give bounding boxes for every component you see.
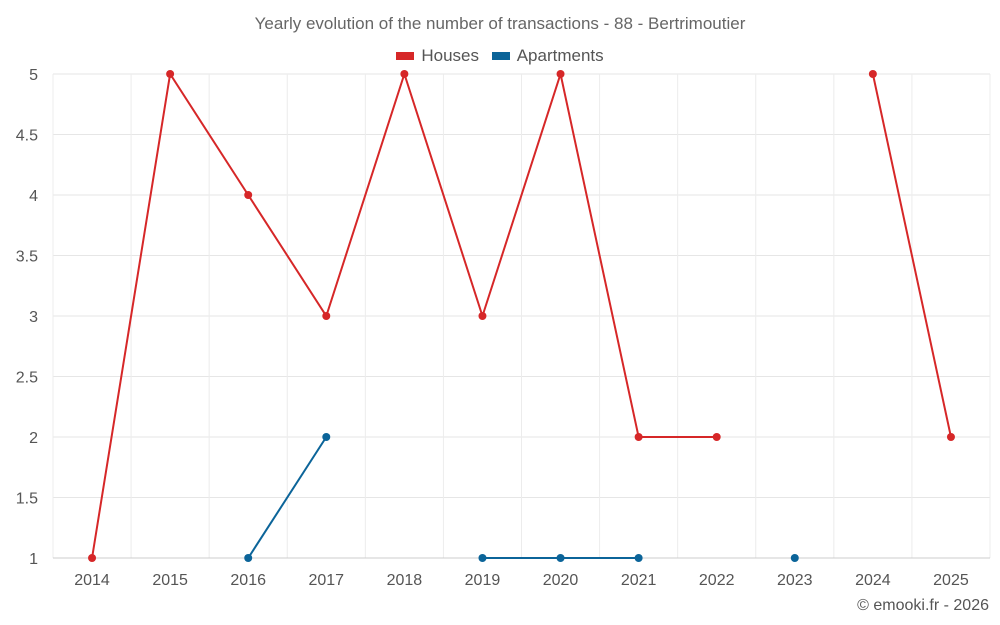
y-tick-label: 1.5 — [16, 491, 38, 508]
data-point-houses — [868, 70, 877, 78]
y-tick-label: 1 — [29, 551, 38, 568]
data-point-houses — [946, 433, 955, 441]
data-point-houses — [400, 70, 409, 78]
data-point-houses — [166, 70, 175, 78]
x-tick-label: 2016 — [230, 572, 266, 589]
x-tick-label: 2021 — [621, 572, 657, 589]
x-tick-label: 2018 — [387, 572, 423, 589]
y-tick-label: 2.5 — [16, 370, 38, 387]
data-point-apartments — [244, 554, 253, 562]
legend-swatch-apartments — [491, 52, 510, 60]
data-point-houses — [712, 433, 721, 441]
legend-label-apartments: Apartments — [516, 46, 604, 65]
y-tick-label: 3 — [29, 309, 38, 326]
chart-title: Yearly evolution of the number of transa… — [254, 14, 746, 33]
x-tick-label: 2014 — [74, 572, 110, 589]
data-point-houses — [634, 433, 643, 441]
legend: Houses Apartments — [0, 45, 1000, 66]
y-tick-label: 4 — [29, 188, 38, 205]
credit-text: © emooki.fr - 2026 — [857, 597, 989, 614]
y-tick-label: 4.5 — [16, 128, 38, 145]
series-line-houses — [871, 73, 952, 438]
data-point-houses — [322, 312, 331, 320]
data-point-apartments — [478, 554, 487, 562]
legend-item-houses[interactable]: Houses — [396, 46, 479, 66]
x-tick-label: 2020 — [543, 572, 579, 589]
x-tick-label: 2023 — [777, 572, 813, 589]
data-point-houses — [244, 191, 253, 199]
data-point-houses — [556, 70, 565, 78]
data-point-apartments — [634, 554, 643, 562]
x-tick-label: 2024 — [855, 572, 891, 589]
x-tick-label: 2019 — [465, 572, 501, 589]
legend-label-houses: Houses — [421, 46, 479, 65]
x-tick-label: 2022 — [699, 572, 735, 589]
data-point-apartments — [790, 554, 799, 562]
series-line-apartments — [247, 436, 328, 559]
data-point-houses — [478, 312, 487, 320]
x-tick-label: 2015 — [152, 572, 188, 589]
legend-swatch-houses — [396, 52, 415, 60]
legend-item-apartments[interactable]: Apartments — [491, 46, 604, 66]
y-tick-label: 3.5 — [16, 249, 38, 266]
y-tick-label: 2 — [29, 430, 38, 447]
y-tick-label: 5 — [29, 67, 38, 84]
data-point-apartments — [556, 554, 565, 562]
data-point-houses — [88, 554, 97, 562]
x-tick-label: 2017 — [308, 572, 344, 589]
x-tick-label: 2025 — [933, 572, 969, 589]
data-point-apartments — [322, 433, 331, 441]
